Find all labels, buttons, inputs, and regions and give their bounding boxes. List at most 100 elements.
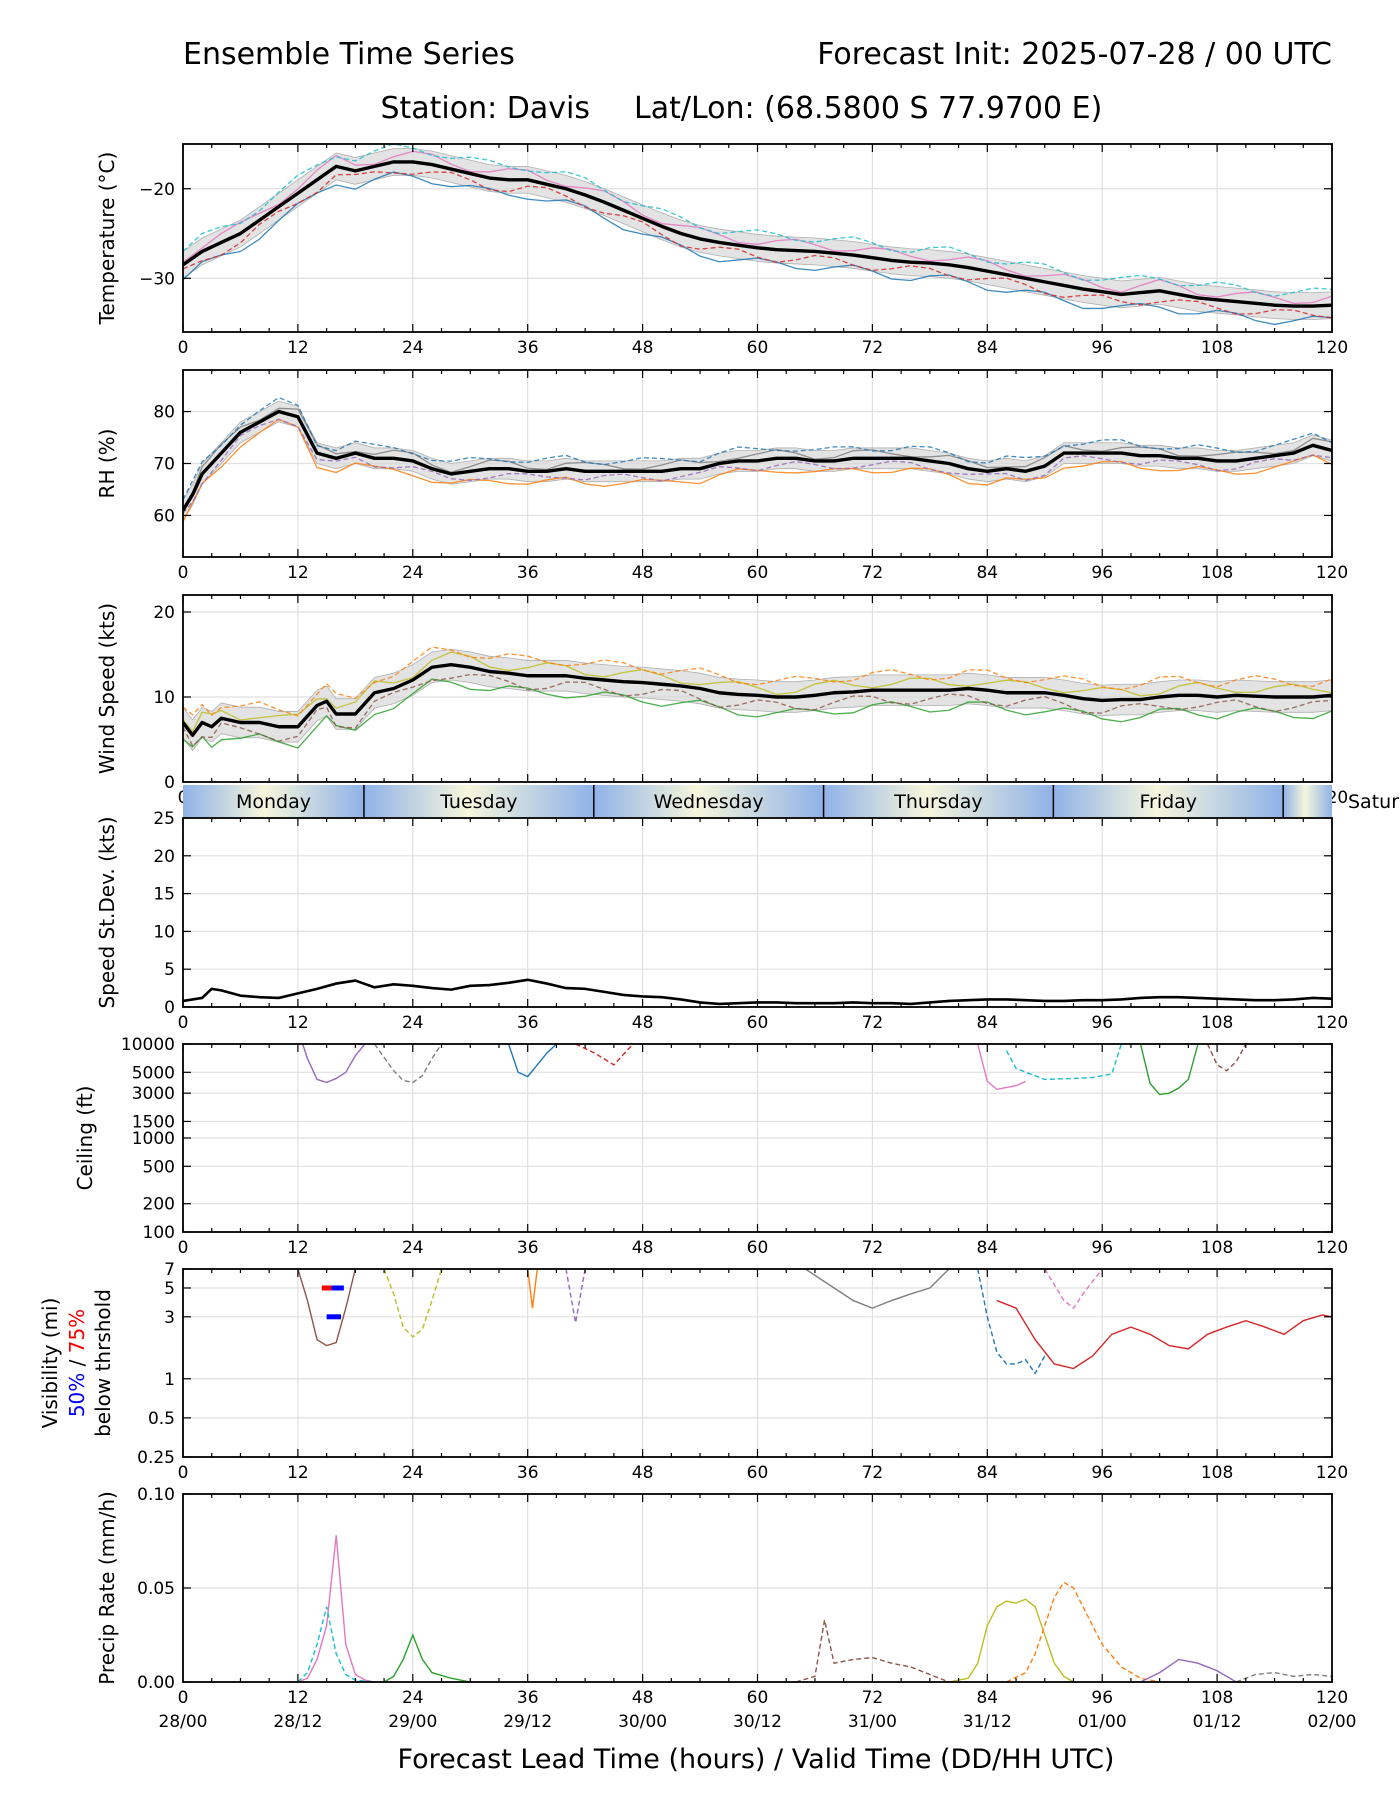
figure-header: Ensemble Time Series Forecast Init: 2025… <box>183 37 1332 126</box>
x-tick-label: 0 <box>178 1013 189 1033</box>
x-tick-label: 120 <box>1316 1688 1348 1708</box>
y-tick-label: 10 <box>153 922 175 942</box>
valid-time-label: 29/12 <box>503 1712 552 1732</box>
x-tick-label: 108 <box>1201 1463 1233 1483</box>
x-tick-label: 0 <box>178 563 189 583</box>
x-tick-label: 36 <box>517 563 539 583</box>
valid-time-label: 30/00 <box>618 1712 667 1732</box>
y-tick-label: 0 <box>164 773 175 793</box>
x-tick-label: 120 <box>1316 1013 1348 1033</box>
speed-stdev-grid <box>182 817 1333 1008</box>
x-tick-label: 12 <box>287 338 309 358</box>
wind-speed-member-line <box>183 673 1332 747</box>
day-label: Thursday <box>893 791 982 813</box>
rh-mean-line <box>183 409 1332 512</box>
y-tick-label: 20 <box>153 603 175 623</box>
precip-rate-plot-area <box>297 1535 1332 1682</box>
x-tick-label: 96 <box>1091 338 1113 358</box>
visibility-member-line <box>1044 1269 1103 1310</box>
x-tick-label: 12 <box>287 1688 309 1708</box>
x-tick-label: 12 <box>287 1238 309 1258</box>
x-tick-label: 48 <box>632 1688 654 1708</box>
y-tick-label: 70 <box>153 455 175 475</box>
visibility-member-line <box>565 1269 586 1323</box>
x-tick-label: 48 <box>632 1463 654 1483</box>
temperature-member-line <box>183 171 1332 319</box>
rh-plot-area <box>183 396 1332 522</box>
y-tick-label: 10 <box>153 688 175 708</box>
y-tick-label: 60 <box>153 506 175 526</box>
precip-rate-member-line <box>383 1633 471 1682</box>
x-tick-label: 72 <box>862 1463 884 1483</box>
y-tick-label: 1000 <box>132 1129 175 1149</box>
visibility-member-line <box>297 1269 357 1347</box>
wind-speed-member-line <box>183 651 1332 733</box>
visibility-plot-area <box>297 1269 1332 1375</box>
y-tick-label: 5 <box>164 960 175 980</box>
speed-stdev-stdev-line <box>183 978 1332 1006</box>
day-segment <box>1283 785 1332 817</box>
y-axis-label-threshold: below thrshold <box>91 1289 115 1437</box>
x-tick-label: 24 <box>402 1463 424 1483</box>
y-tick-label: 0.25 <box>137 1448 175 1468</box>
y-axis-label: RH (%) <box>95 429 119 499</box>
x-tick-label: 108 <box>1201 1238 1233 1258</box>
x-tick-label: 96 <box>1091 1688 1113 1708</box>
x-tick-label: 108 <box>1201 1688 1233 1708</box>
valid-time-label: 31/00 <box>848 1712 897 1732</box>
x-tick-label: 72 <box>862 1238 884 1258</box>
wind-speed-member-line <box>183 678 1332 749</box>
temperature-member-line <box>183 171 1332 326</box>
day-label: Wednesday <box>654 791 764 813</box>
y-axis-label: Precip Rate (mm/h) <box>95 1491 119 1685</box>
weekday-band: Monday Tuesday Wednesday Thursday Friday Satu… <box>183 785 1399 817</box>
x-tick-label: 0 <box>178 1238 189 1258</box>
temperature-mean-line <box>183 160 1332 308</box>
visibility-member-line <box>996 1299 1332 1370</box>
y-axis-label: Ceiling (ft) <box>73 1086 97 1191</box>
valid-time-label: 29/00 <box>388 1712 437 1732</box>
x-tick-label: 108 <box>1201 1013 1233 1033</box>
y-tick-label: 0 <box>164 998 175 1018</box>
precip-rate-member-line <box>297 1535 375 1682</box>
temperature-spread-band <box>183 148 1332 320</box>
panels: 0 12 24 36 48 60 72 84 96 108 120−20−30Temperature… <box>38 143 1357 1732</box>
precip-rate-member-line <box>795 1619 950 1682</box>
forecast-init-label: Forecast Init: 2025-07-28 / 00 UTC <box>817 37 1332 72</box>
x-tick-label: 24 <box>402 338 424 358</box>
panel-precip-rate: 0 12 24 36 48 60 72 84 96 108 120 0.00 0.05 0.10 Preci… <box>95 1485 1357 1732</box>
y-tick-label: 0.05 <box>137 1579 175 1599</box>
temperature-member-line <box>183 144 1332 297</box>
ceiling-member-line <box>302 1044 366 1084</box>
visibility-member-line <box>977 1269 1046 1375</box>
x-tick-label: 36 <box>517 1238 539 1258</box>
y-tick-label: 25 <box>153 809 175 829</box>
y-tick-label: 10000 <box>121 1035 175 1055</box>
x-tick-label: 24 <box>402 1238 424 1258</box>
precip-rate-member-line <box>1235 1671 1332 1682</box>
x-tick-label: 84 <box>976 338 998 358</box>
figure-title: Ensemble Time Series <box>183 37 515 72</box>
ceiling-member-line <box>1139 1044 1199 1096</box>
y-axis-label: Wind Speed (kts) <box>95 603 119 774</box>
day-label: Tuesday <box>439 791 517 813</box>
day-label: Friday <box>1139 791 1197 813</box>
x-tick-label: 36 <box>517 338 539 358</box>
label-50-percent: 50% <box>65 1373 89 1417</box>
ceiling-member-line <box>575 1044 634 1066</box>
x-tick-label: 60 <box>747 1013 769 1033</box>
x-tick-label: 84 <box>976 1463 998 1483</box>
temperature-plot-area <box>183 144 1332 326</box>
x-tick-label: 48 <box>632 338 654 358</box>
x-tick-label: 24 <box>402 563 424 583</box>
x-tick-label: 96 <box>1091 1463 1113 1483</box>
panel-speed-stdev: 0 12 24 36 48 60 72 84 96 108 120 0 5 10 15 20 25 Speed S… <box>95 809 1348 1033</box>
rh-member-line <box>183 407 1332 509</box>
x-tick-label: 60 <box>747 1463 769 1483</box>
x-tick-label: 60 <box>747 1688 769 1708</box>
wind-speed-spread-band <box>183 648 1332 752</box>
valid-time-label: 28/12 <box>273 1712 322 1732</box>
x-tick-label: 12 <box>287 563 309 583</box>
ceiling-member-line <box>977 1044 1026 1091</box>
